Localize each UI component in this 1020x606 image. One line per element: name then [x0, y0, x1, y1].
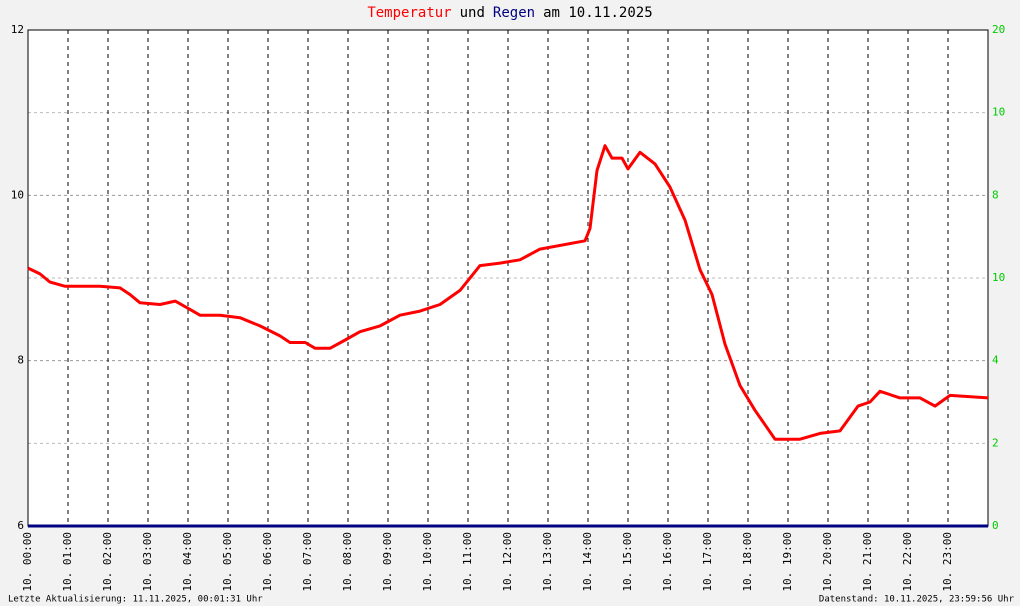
- x-tick-label: 10. 11:00: [461, 532, 474, 592]
- y-tick-label: 6: [17, 519, 24, 532]
- x-tick-label: 10. 01:00: [61, 532, 74, 592]
- x-tick-label: 10. 06:00: [261, 532, 274, 592]
- x-tick-label: 10. 15:00: [621, 532, 634, 592]
- footer-left: Letzte Aktualisierung: 11.11.2025, 00:01…: [8, 595, 263, 605]
- footer-right: Datenstand: 10.11.2025, 23:59:56 Uhr: [819, 595, 1015, 605]
- x-tick-label: 10. 18:00: [741, 532, 754, 592]
- x-tick-label: 10. 17:00: [701, 532, 714, 592]
- y2-tick-label: 10: [992, 271, 1005, 284]
- x-tick-label: 10. 03:00: [141, 532, 154, 592]
- x-tick-label: 10. 09:00: [381, 532, 394, 592]
- x-tick-label: 10. 00:00: [21, 532, 34, 592]
- x-tick-label: 10. 21:00: [861, 532, 874, 592]
- y-tick-label: 12: [11, 23, 24, 36]
- chart-title: Temperatur und Regen am 10.11.2025: [367, 5, 652, 21]
- y2-tick-label: 0: [992, 519, 999, 532]
- y-tick-label: 8: [17, 354, 24, 367]
- x-tick-label: 10. 13:00: [541, 532, 554, 592]
- title-part: und: [460, 5, 485, 21]
- x-tick-label: 10. 05:00: [221, 532, 234, 592]
- x-tick-label: 10. 12:00: [501, 532, 514, 592]
- line-series: [27, 144, 989, 441]
- x-tick-label: 10. 04:00: [181, 532, 194, 592]
- x-tick-label: 10. 14:00: [581, 532, 594, 592]
- y2-tick-label: 2: [992, 436, 999, 449]
- y-tick-label: 10: [11, 188, 24, 201]
- title-part: Regen: [493, 5, 535, 21]
- y2-tick-label: 4: [992, 354, 999, 367]
- y2-tick-label: 20: [992, 23, 1005, 36]
- x-tick-label: 10. 19:00: [781, 532, 794, 592]
- x-tick-label: 10. 10:00: [421, 532, 434, 592]
- x-tick-label: 10. 16:00: [661, 532, 674, 592]
- x-tick-label: 10. 22:00: [901, 532, 914, 592]
- x-tick-label: 10. 20:00: [821, 532, 834, 592]
- title-part: am 10.11.2025: [543, 5, 653, 21]
- title-part: Temperatur: [367, 5, 451, 21]
- y2-tick-label: 8: [992, 188, 999, 201]
- y2-tick-label: 10: [992, 106, 1005, 119]
- x-tick-label: 10. 23:00: [941, 532, 954, 592]
- x-tick-label: 10. 08:00: [341, 532, 354, 592]
- x-tick-label: 10. 02:00: [101, 532, 114, 592]
- x-tick-label: 10. 07:00: [301, 532, 314, 592]
